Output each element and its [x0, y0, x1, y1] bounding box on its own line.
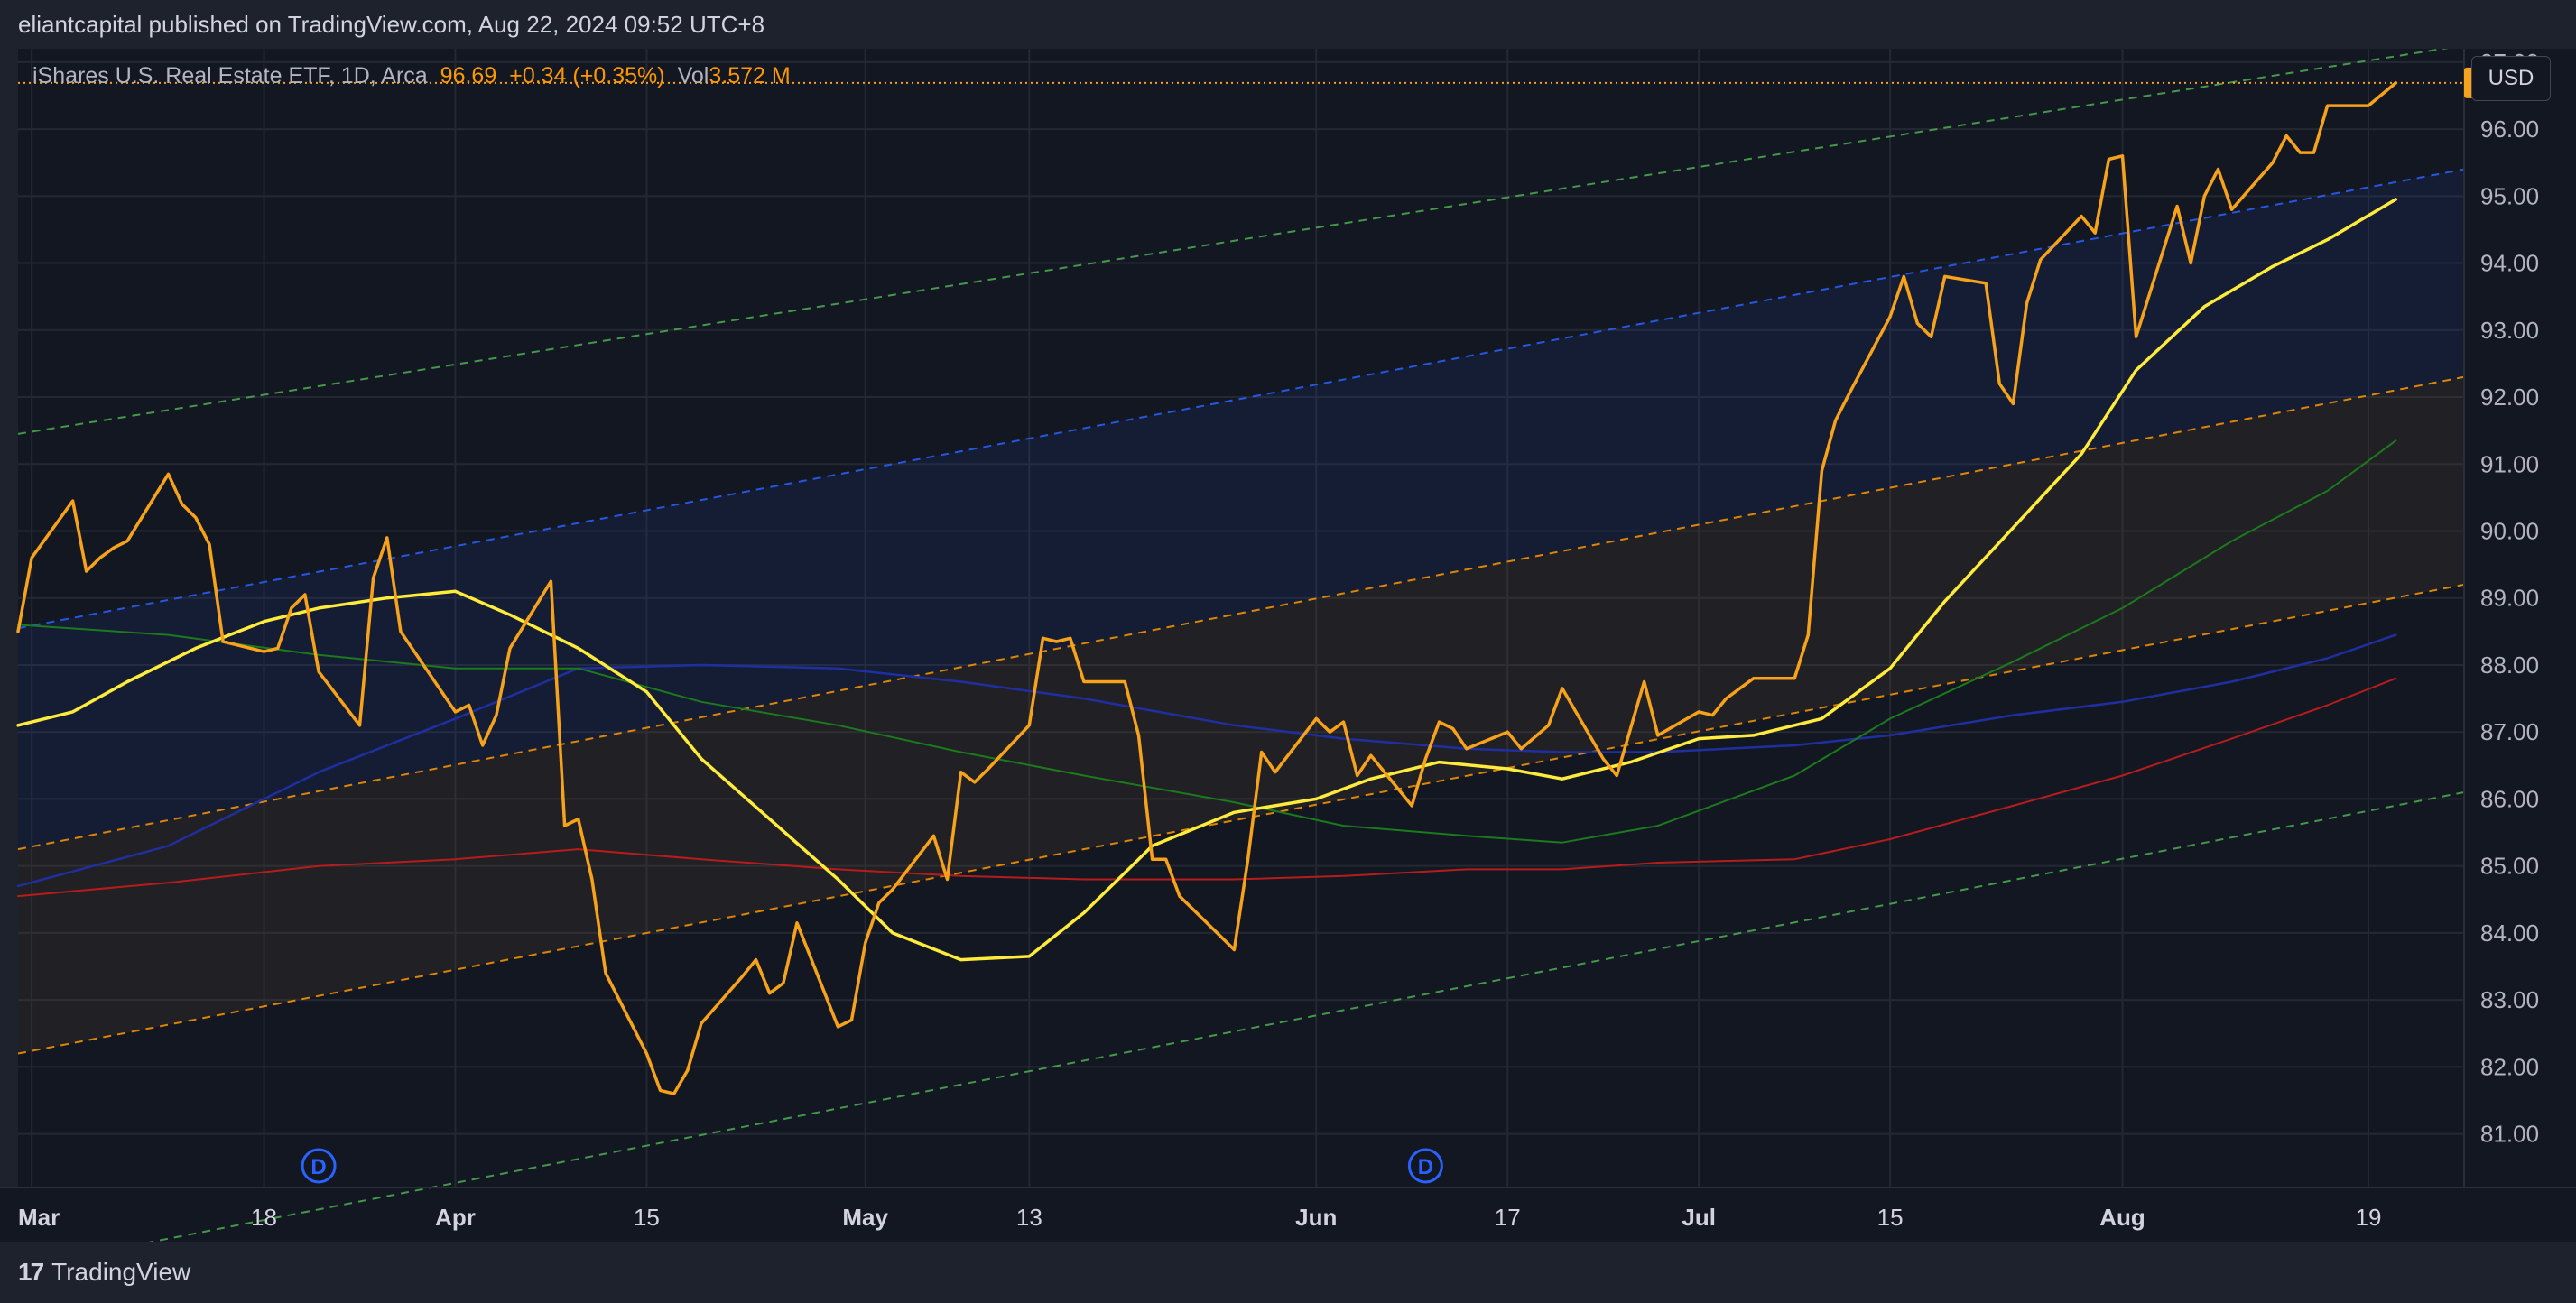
y-tick-label: 91.00 — [2480, 450, 2539, 477]
currency-button[interactable]: USD — [2471, 56, 2551, 101]
legend-change: +0.34 (+0.35%) — [509, 63, 665, 88]
series-line-ma-long-red — [17, 677, 2397, 898]
tradingview-logo-icon: 17 — [18, 1258, 44, 1286]
chart-legend: iShares U.S. Real Estate ETF, 1D, Arca 9… — [32, 63, 791, 89]
series-line-ma-short — [16, 198, 2398, 962]
y-tick-label: 93.00 — [2480, 317, 2539, 344]
channel-line-mid-lower — [17, 583, 2465, 1055]
publish-header: eliantcapital published on TradingView.c… — [0, 0, 2576, 49]
y-tick-label: 84.00 — [2480, 919, 2539, 947]
publish-text: eliantcapital published on TradingView.c… — [18, 10, 765, 38]
footer-brand: TradingView — [51, 1258, 191, 1286]
x-tick-label: Jun — [1295, 1204, 1337, 1231]
channel-line-upper — [17, 168, 2465, 630]
x-tick-label: Apr — [435, 1204, 476, 1231]
legend-volume: Vol3.572 M — [678, 63, 791, 89]
plot-background — [18, 49, 2464, 1187]
dividend-marker-label: D — [310, 1155, 326, 1179]
channel-fill-middle — [18, 376, 2464, 1054]
x-tick-label: 18 — [251, 1204, 277, 1231]
x-tick-label: 13 — [1016, 1204, 1042, 1231]
x-tick-label: Aug — [2099, 1204, 2145, 1231]
x-tick-label: 15 — [634, 1204, 660, 1231]
footer: 17 TradingView — [0, 1242, 2576, 1303]
y-tick-label: 96.00 — [2480, 116, 2539, 143]
dividend-marker-icon[interactable] — [1407, 1148, 1443, 1184]
price-axis-background[interactable] — [2464, 49, 2576, 1187]
legend-symbol: iShares U.S. Real Estate ETF, 1D, Arca — [32, 63, 428, 88]
series-line-ma-mid — [17, 439, 2397, 844]
channel-line-mid-upper — [17, 375, 2465, 851]
y-tick-label: 88.00 — [2480, 652, 2539, 679]
legend-price: 96.69 — [440, 63, 497, 88]
y-tick-label: 94.00 — [2480, 250, 2539, 277]
y-tick-label: 83.00 — [2480, 986, 2539, 1013]
y-tick-label: 90.00 — [2480, 517, 2539, 544]
y-tick-label: 85.00 — [2480, 853, 2539, 880]
channel-line-outer-lower — [148, 791, 2465, 1242]
x-tick-label: Mar — [18, 1204, 60, 1231]
y-tick-label: 92.00 — [2480, 384, 2539, 411]
x-tick-label: 19 — [2356, 1204, 2382, 1231]
y-tick-label: 87.00 — [2480, 718, 2539, 745]
y-tick-label: 89.00 — [2480, 585, 2539, 612]
series-line-price — [16, 81, 2398, 1095]
time-axis-background[interactable] — [0, 1187, 2576, 1242]
dividend-marker-label: D — [1418, 1155, 1433, 1179]
x-tick-label: Jul — [1682, 1204, 1716, 1231]
series-line-ma-long-blue — [16, 633, 2397, 888]
y-tick-label: 81.00 — [2480, 1121, 2539, 1148]
legend-volume-value: 3.572 M — [709, 63, 791, 88]
legend-volume-label: Vol — [677, 63, 709, 88]
y-tick-label: 82.00 — [2480, 1053, 2539, 1080]
price-chart[interactable]: 97.0096.0095.0094.0093.0092.0091.0090.00… — [0, 49, 2576, 1242]
y-tick-label: 86.00 — [2480, 785, 2539, 812]
x-tick-label: May — [842, 1204, 888, 1231]
dividend-marker-icon[interactable] — [301, 1148, 337, 1184]
x-tick-label: 15 — [1877, 1204, 1904, 1231]
chart-area[interactable]: 97.0096.0095.0094.0093.0092.0091.0090.00… — [0, 49, 2576, 1242]
x-tick-label: 17 — [1495, 1204, 1521, 1231]
y-tick-label: 95.00 — [2480, 182, 2539, 209]
